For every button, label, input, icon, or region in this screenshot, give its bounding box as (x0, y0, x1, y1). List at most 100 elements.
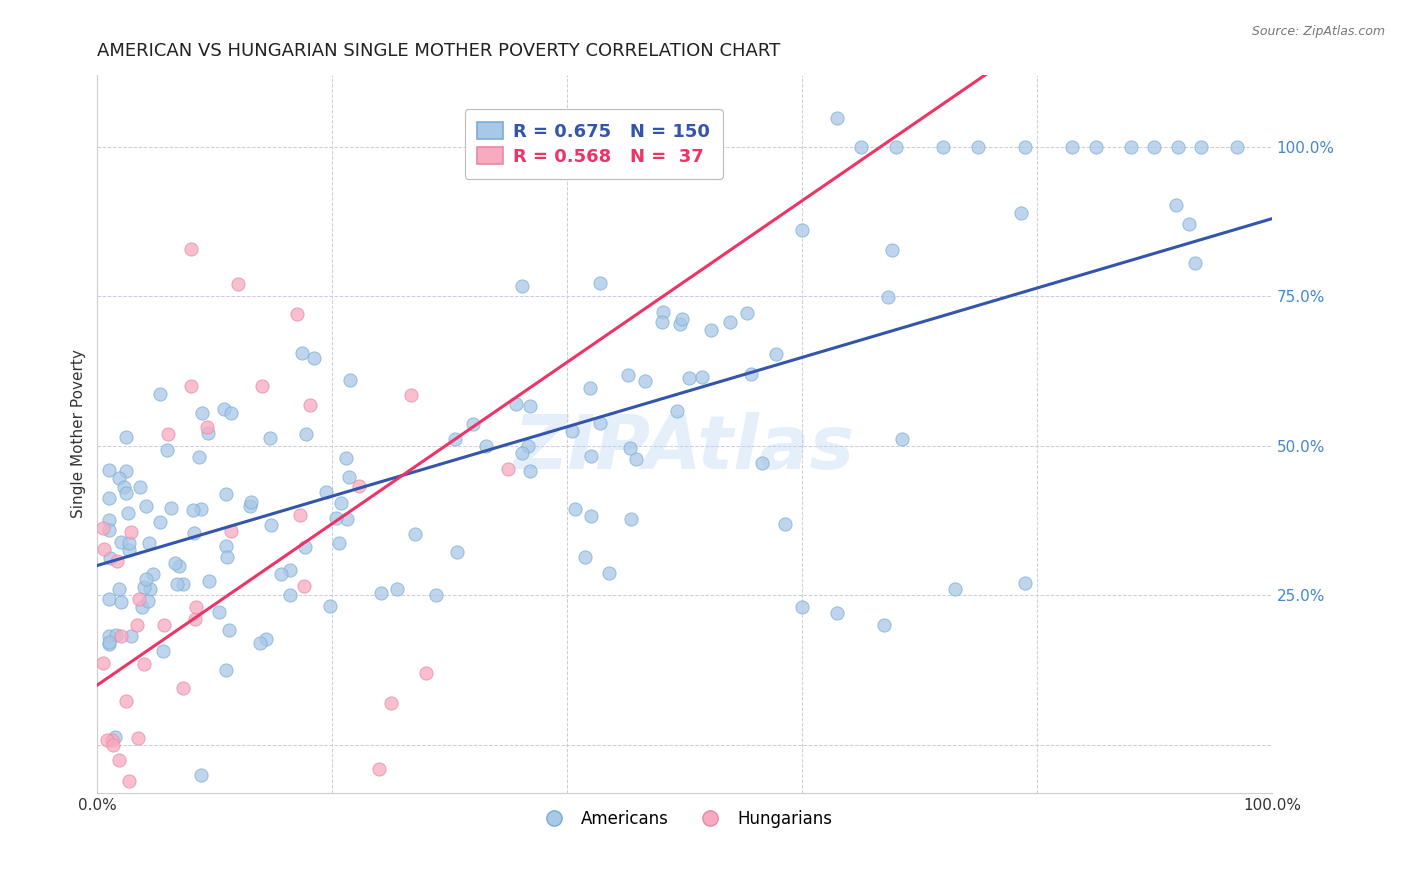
Point (339, 373, 361, 387)
Point (219, 406, 242, 420)
Y-axis label: Single Mother Poverty: Single Mother Poverty (72, 350, 86, 518)
Point (574, 549, 596, 564)
Point (884, 140, 907, 154)
Point (561, 424, 583, 438)
Point (598, 566, 620, 581)
Point (652, 304, 675, 318)
Point (425, 588, 447, 602)
Point (195, 419, 218, 434)
Point (115, 486, 138, 500)
Point (579, 450, 602, 464)
Point (319, 599, 342, 614)
Point (160, 501, 183, 516)
Point (325, 511, 347, 525)
Point (292, 579, 315, 593)
Point (117, 536, 139, 550)
Point (519, 464, 541, 478)
Point (368, 762, 391, 776)
Point (298, 398, 321, 412)
Point (877, 290, 900, 304)
Point (156, 426, 179, 441)
Point (633, 374, 655, 388)
Point (510, 446, 533, 460)
Point (1167, 140, 1189, 154)
Point (825, 112, 848, 126)
Point (215, 487, 238, 501)
Point (678, 370, 700, 384)
Point (880, 244, 903, 258)
Point (291, 346, 314, 360)
Point (98, 512, 121, 526)
Point (104, 628, 127, 642)
Point (197, 426, 219, 441)
Point (115, 430, 138, 444)
Point (943, 582, 966, 597)
Point (131, 600, 153, 615)
Point (114, 464, 136, 478)
Point (107, 554, 129, 568)
Point (517, 439, 540, 453)
Point (110, 595, 132, 609)
Point (132, 581, 155, 595)
Point (254, 632, 277, 646)
Point (579, 508, 602, 523)
Point (128, 592, 150, 607)
Point (218, 623, 240, 637)
Point (180, 379, 202, 393)
Point (180, 242, 202, 256)
Point (138, 536, 160, 550)
Point (156, 442, 179, 457)
Point (589, 276, 612, 290)
Point (152, 644, 174, 658)
Point (101, 739, 124, 753)
Point (134, 657, 156, 672)
Point (153, 617, 176, 632)
Point (626, 451, 648, 466)
Text: Source: ZipAtlas.com: Source: ZipAtlas.com (1251, 25, 1385, 38)
Point (104, 730, 127, 744)
Point (671, 311, 693, 326)
Point (498, 462, 520, 476)
Point (183, 526, 205, 541)
Point (98, 629, 121, 643)
Point (183, 502, 205, 516)
Point (172, 681, 194, 696)
Point (751, 456, 773, 470)
Point (112, 480, 135, 494)
Point (128, 479, 150, 493)
Point (337, 470, 360, 484)
Point (184, 600, 207, 615)
Point (718, 315, 741, 329)
Point (380, 696, 402, 710)
Point (620, 512, 643, 526)
Point (250, 379, 273, 393)
Point (328, 536, 350, 550)
Point (226, 277, 249, 292)
Point (107, 753, 129, 767)
Point (184, 612, 207, 626)
Point (399, 388, 422, 402)
Legend: Americans, Hungarians: Americans, Hungarians (530, 803, 838, 835)
Point (107, 582, 129, 597)
Point (349, 479, 371, 493)
Point (98, 491, 121, 506)
Point (519, 399, 541, 413)
Point (278, 588, 301, 602)
Point (148, 516, 170, 530)
Point (699, 322, 721, 336)
Point (107, 470, 129, 484)
Point (280, 563, 302, 577)
Point (1226, 140, 1249, 154)
Point (740, 368, 762, 382)
Text: ZIPAtlas: ZIPAtlas (515, 412, 855, 484)
Point (578, 381, 600, 395)
Point (474, 440, 496, 454)
Point (120, 525, 142, 540)
Point (118, 773, 141, 788)
Point (98, 637, 121, 651)
Point (138, 593, 160, 607)
Point (315, 484, 337, 499)
Point (127, 731, 149, 746)
Point (1143, 140, 1166, 154)
Point (163, 556, 186, 570)
